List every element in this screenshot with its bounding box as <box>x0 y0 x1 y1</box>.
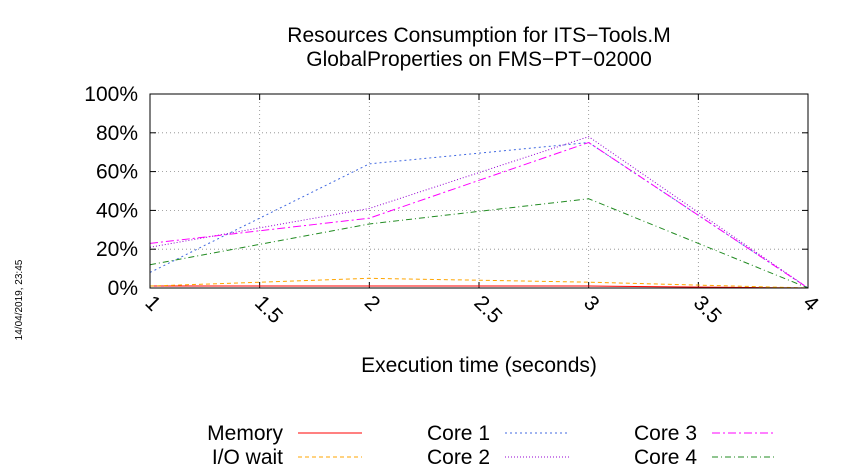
x-axis: 1 1.5 2 2.5 3 3.5 4 <box>140 94 823 328</box>
series-line-core-2 <box>149 136 809 289</box>
x-tick-label: 1 <box>140 291 165 316</box>
series-lines <box>149 136 809 289</box>
x-tick-label: 1.5 <box>250 291 287 328</box>
x-axis-label: Execution time (seconds) <box>361 354 597 377</box>
plot-frame <box>149 93 809 289</box>
y-tick-label: 100% <box>84 83 138 106</box>
legend-label: I/O wait <box>212 446 283 469</box>
timestamp: 14/04/2019, 23:45 <box>14 259 25 340</box>
x-tick-label: 2 <box>360 291 385 316</box>
legend-label: Core 3 <box>634 422 697 445</box>
x-tick-label: 2.5 <box>469 291 506 328</box>
y-tick-label: 80% <box>96 122 138 145</box>
legend-label: Core 2 <box>427 446 490 469</box>
x-tick-label: 3 <box>579 291 604 316</box>
x-tick-label: 4 <box>798 291 823 316</box>
y-tick-label: 0% <box>108 277 138 300</box>
y-tick-label: 20% <box>96 238 138 261</box>
legend-label: Core 1 <box>427 422 490 445</box>
series-line-core-1 <box>149 141 809 289</box>
legend-label: Core 4 <box>634 446 697 469</box>
y-tick-label: 60% <box>96 161 138 184</box>
chart-title-line-1: Resources Consumption for ITS−Tools.M <box>287 24 670 47</box>
legend-label: Memory <box>207 422 283 445</box>
series-line-core-3 <box>149 141 809 289</box>
grid-lines <box>150 94 808 288</box>
chart-title-line-2: GlobalProperties on FMS−PT−02000 <box>306 48 652 71</box>
series-line-i-o-wait <box>149 277 809 289</box>
y-tick-label: 40% <box>96 199 138 222</box>
series-line-core-4 <box>149 198 809 289</box>
series-line-memory <box>150 285 809 289</box>
y-axis: 0% 20% 40% 60% 80% 100% <box>84 83 808 300</box>
x-tick-label: 3.5 <box>689 291 726 328</box>
